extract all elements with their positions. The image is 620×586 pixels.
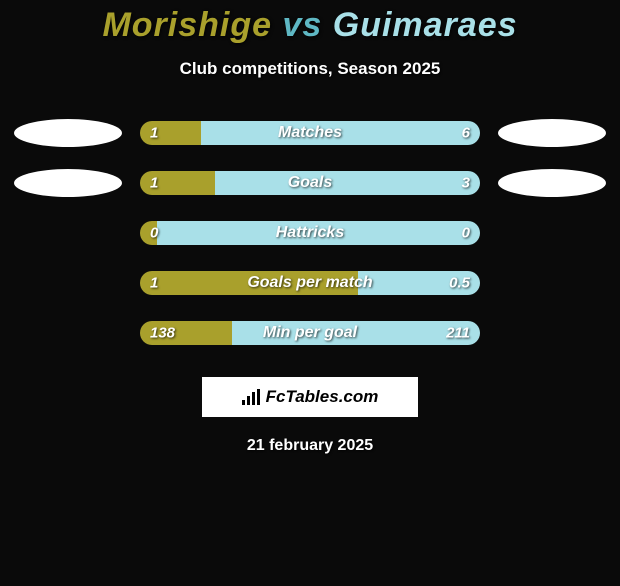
stat-row: 138211Min per goal [0,319,620,347]
brand-badge: FcTables.com [202,377,418,417]
comparison-card: Morishige vs Guimaraes Club competitions… [0,6,620,455]
stat-bar: 16Matches [140,121,480,145]
stat-value-left: 1 [150,275,158,292]
stat-value-left: 138 [150,325,175,342]
spacer [498,219,606,247]
stat-value-left: 0 [150,225,158,242]
stat-bar-right [201,121,480,145]
stat-row: 13Goals [0,169,620,197]
stat-row: 16Matches [0,119,620,147]
date-label: 21 february 2025 [0,437,620,455]
stat-bar: 138211Min per goal [140,321,480,345]
spacer [14,269,122,297]
spacer [498,269,606,297]
stat-value-right: 211 [446,325,470,342]
stat-value-left: 1 [150,175,158,192]
title-player2: Guimaraes [333,6,518,44]
stat-bar-left [140,271,358,295]
player2-badge [498,119,606,147]
page-title: Morishige vs Guimaraes [0,6,620,45]
stat-bar: 13Goals [140,171,480,195]
title-vs: vs [272,6,333,44]
player1-badge [14,119,122,147]
stat-value-right: 0.5 [449,275,470,292]
stat-value-left: 1 [150,125,158,142]
subtitle: Club competitions, Season 2025 [0,59,620,79]
player2-badge [498,169,606,197]
stat-rows: 16Matches13Goals00Hattricks10.5Goals per… [0,119,620,347]
spacer [498,319,606,347]
stat-bar: 10.5Goals per match [140,271,480,295]
brand-text: FcTables.com [266,387,379,407]
spacer [14,319,122,347]
stat-value-right: 0 [462,225,470,242]
player1-badge [14,169,122,197]
stat-bar: 00Hattricks [140,221,480,245]
stat-bar-right [215,171,480,195]
spacer [14,219,122,247]
stat-value-right: 3 [462,175,470,192]
stat-row: 10.5Goals per match [0,269,620,297]
title-player1: Morishige [102,6,272,44]
bar-chart-icon [242,389,260,405]
stat-row: 00Hattricks [0,219,620,247]
stat-bar-right [157,221,480,245]
stat-value-right: 6 [462,125,470,142]
stat-bar-right [232,321,480,345]
